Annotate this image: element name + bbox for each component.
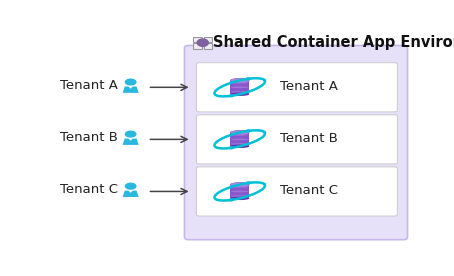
- Text: Tenant A: Tenant A: [60, 79, 118, 92]
- Bar: [230, 132, 249, 146]
- Circle shape: [125, 131, 137, 138]
- Polygon shape: [123, 139, 138, 145]
- Ellipse shape: [197, 38, 209, 47]
- Ellipse shape: [230, 145, 249, 148]
- Bar: [203, 43, 212, 49]
- Bar: [193, 37, 202, 42]
- FancyBboxPatch shape: [197, 167, 397, 216]
- FancyBboxPatch shape: [184, 46, 408, 240]
- Polygon shape: [123, 191, 138, 197]
- Circle shape: [246, 77, 251, 80]
- Bar: [230, 185, 249, 198]
- Circle shape: [228, 198, 234, 201]
- Ellipse shape: [231, 195, 249, 197]
- FancyBboxPatch shape: [197, 115, 397, 164]
- FancyBboxPatch shape: [197, 63, 397, 112]
- Ellipse shape: [230, 182, 249, 187]
- Ellipse shape: [231, 139, 249, 140]
- Ellipse shape: [231, 186, 249, 188]
- Circle shape: [125, 183, 137, 190]
- Ellipse shape: [231, 190, 249, 192]
- Ellipse shape: [231, 86, 249, 88]
- Bar: [230, 80, 249, 94]
- Bar: [203, 37, 212, 42]
- Bar: [193, 43, 202, 49]
- Polygon shape: [128, 86, 133, 89]
- Polygon shape: [128, 190, 133, 193]
- Ellipse shape: [230, 197, 249, 200]
- Text: Tenant A: Tenant A: [280, 80, 338, 93]
- Ellipse shape: [230, 130, 249, 135]
- Ellipse shape: [231, 134, 249, 136]
- Ellipse shape: [230, 78, 249, 83]
- Text: Shared Container App Environment: Shared Container App Environment: [213, 35, 454, 50]
- Text: Tenant B: Tenant B: [60, 131, 118, 144]
- Text: Tenant B: Tenant B: [280, 132, 338, 145]
- Ellipse shape: [231, 91, 249, 93]
- Text: Tenant C: Tenant C: [280, 184, 338, 197]
- Circle shape: [246, 181, 251, 185]
- Ellipse shape: [230, 92, 249, 96]
- Ellipse shape: [230, 78, 249, 83]
- Circle shape: [228, 146, 234, 150]
- Ellipse shape: [231, 82, 249, 84]
- Ellipse shape: [230, 130, 249, 134]
- Ellipse shape: [231, 143, 249, 145]
- Polygon shape: [123, 86, 138, 93]
- Polygon shape: [128, 138, 133, 141]
- Circle shape: [125, 78, 137, 86]
- Circle shape: [246, 129, 251, 132]
- Ellipse shape: [230, 182, 249, 187]
- Circle shape: [228, 94, 234, 97]
- Text: Tenant C: Tenant C: [60, 183, 118, 196]
